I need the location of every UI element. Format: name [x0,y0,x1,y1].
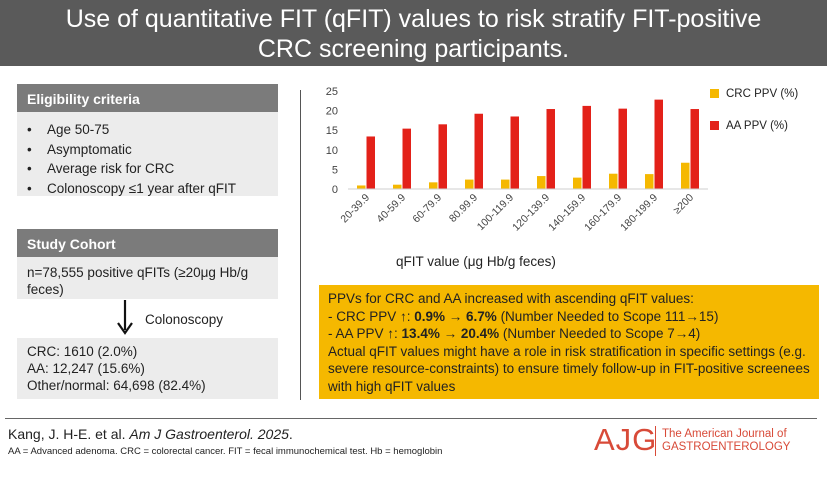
x-tick-label: 140-159.9 [546,192,588,234]
y-tick-label: 10 [326,145,338,157]
title-line-1: Use of quantitative FIT (qFIT) values to… [65,5,762,33]
cohort-description: n=78,555 positive qFITs (≥20μg Hb/g fece… [17,257,278,299]
x-tick-label: 40-59.9 [374,192,408,226]
x-tick-label: 180-199.9 [618,192,660,234]
bar-aa [690,109,699,189]
abbreviations: AA = Advanced adenoma. CRC = colorectal … [8,446,443,457]
logo-separator [655,426,656,456]
eligibility-item: Colonoscopy ≤1 year after qFIT [27,179,278,199]
x-tick-label: 60-79.9 [410,192,444,226]
x-tick-label: 160-179.9 [582,192,624,234]
bar-crc [465,179,474,189]
summary-aa-suffix: (Number Needed to Scope 7→4) [499,326,701,341]
logo-mark: AJG [594,422,658,457]
footer-divider [5,418,817,419]
outcomes-panel: CRC: 1610 (2.0%) AA: 12,247 (15.6%) Othe… [17,338,278,399]
legend-swatch-aa [710,121,719,130]
journal-logo: AJG The American Journal of GASTROENTERO… [594,422,824,462]
bar-aa [510,116,519,189]
y-tick-label: 5 [332,164,338,176]
title-line-2: CRC screening participants. [257,35,570,63]
eligibility-item: Average risk for CRC [27,159,278,179]
bar-crc [429,182,438,189]
bar-crc [681,162,690,189]
bar-aa [366,136,375,189]
citation: Kang, J. H-E. et al. Am J Gastroenterol.… [8,426,293,442]
summary-crc-values: 0.9% → 6.7% [414,308,497,324]
legend-swatch-crc [710,89,719,98]
colonoscopy-label: Colonoscopy [145,312,224,327]
bar-aa [474,113,483,189]
summary-crc-line: - CRC PPV ↑: 0.9% → 6.7% (Number Needed … [328,308,811,326]
bar-aa [546,109,555,189]
legend-aa: AA PPV (%) [710,120,788,132]
x-axis-title: qFIT value (μg Hb/g feces) [396,254,556,269]
summary-box: PPVs for CRC and AA increased with ascen… [319,285,819,399]
outcome-aa: AA: 12,247 (15.6%) [27,361,145,376]
bar-crc [357,185,366,189]
bar-crc [393,184,402,189]
eligibility-panel: Age 50-75 Asymptomatic Average risk for … [17,112,278,196]
bar-aa [582,105,591,189]
legend-crc: CRC PPV (%) [710,88,798,100]
bar-crc [501,179,510,189]
outcome-crc: CRC: 1610 (2.0%) [27,344,138,359]
eligibility-item: Asymptomatic [27,140,278,160]
y-tick-label: 20 [326,106,338,118]
down-arrow-icon [115,300,135,343]
x-tick-label: ≥200 [671,192,696,217]
legend-label-crc: CRC PPV (%) [726,88,799,100]
bar-crc [537,176,546,189]
outcome-other: Other/normal: 64,698 (82.4%) [27,378,206,393]
logo-line-2: GASTROENTEROLOGY [662,441,791,453]
x-tick-label: 80.99.9 [447,192,480,225]
citation-journal: Am J Gastroenterol. 2025 [129,426,289,442]
cohort-heading: Study Cohort [17,229,278,257]
summary-aa-prefix: - AA PPV ↑: [328,326,402,341]
summary-crc-suffix: (Number Needed to Scope 111→15) [496,308,719,324]
bar-crc [609,173,618,189]
x-tick-label: 20-39.9 [338,192,372,226]
eligibility-item: Age 50-75 [27,120,278,140]
vertical-divider [300,90,301,400]
x-tick-label: 120-139.9 [510,192,552,234]
summary-intro: PPVs for CRC and AA increased with ascen… [328,291,694,306]
summary-conclusion: Actual qFIT values might have a role in … [328,343,810,394]
legend-label-aa: AA PPV (%) [726,120,788,132]
bar-crc [645,174,654,189]
logo-line-1: The American Journal of [662,428,787,440]
bar-crc [573,177,582,189]
bar-aa [654,99,663,189]
bar-aa [618,108,627,189]
citation-end: . [288,426,293,442]
citation-authors: Kang, J. H-E. et al. [8,426,130,442]
y-tick-label: 0 [332,184,338,196]
bar-aa [438,124,447,189]
title-banner: Use of quantitative FIT (qFIT) values to… [0,0,827,66]
x-tick-label: 100-119.9 [475,192,516,233]
summary-aa-line: - AA PPV ↑: 13.4% → 20.4% (Number Needed… [328,325,811,343]
bar-aa [402,128,411,189]
y-tick-label: 25 [326,86,338,98]
eligibility-heading: Eligibility criteria [17,84,278,112]
summary-aa-values: 13.4% → 20.4% [401,326,500,341]
logo-text: The American Journal of GASTROENTEROLOGY [662,428,790,454]
eligibility-list: Age 50-75 Asymptomatic Average risk for … [17,112,278,198]
y-tick-label: 15 [326,125,338,137]
summary-crc-prefix: - CRC PPV ↑: [328,308,415,324]
